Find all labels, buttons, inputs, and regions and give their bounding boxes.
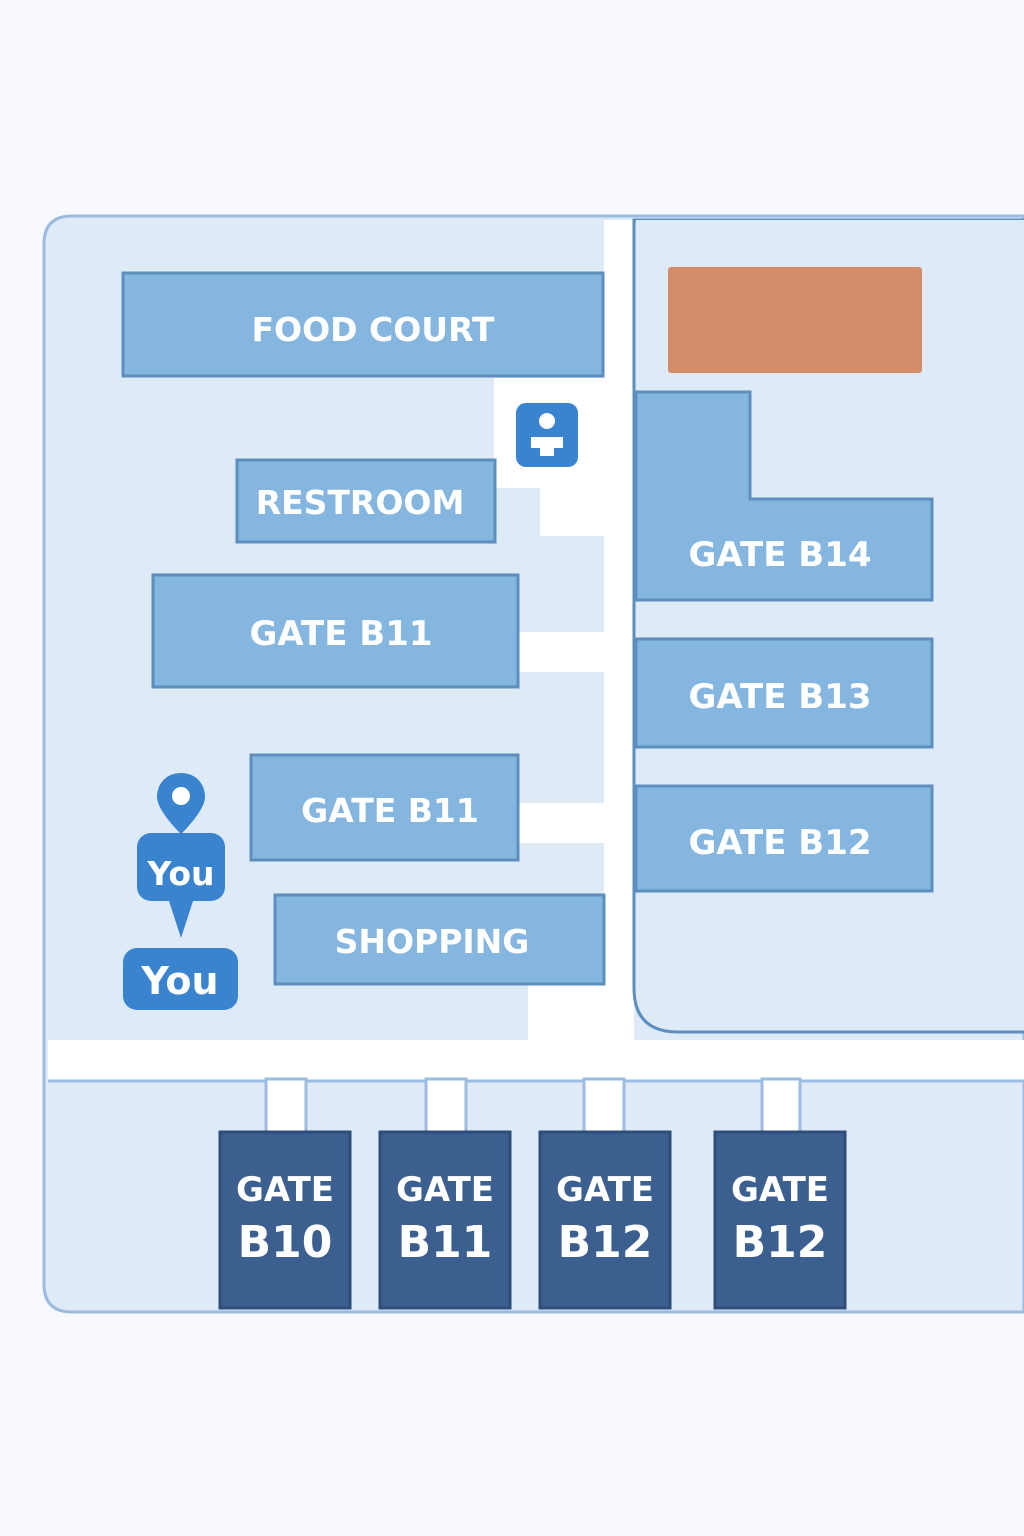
room-gate-b11-upper-label: GATE B11 [249, 614, 432, 654]
gate-b10-line1: GATE [236, 1170, 334, 1210]
room-gate-b11-lower[interactable]: GATE B11 [249, 753, 520, 862]
corridor-horizontal [48, 1040, 1024, 1082]
you-pin[interactable]: You [137, 833, 225, 938]
gate-b12[interactable]: GATE B12 [538, 1130, 672, 1310]
room-gate-b12-side[interactable]: GATE B12 [634, 784, 934, 893]
gate-b11-line1: GATE [396, 1170, 494, 1210]
gate-b12-line2: B12 [558, 1217, 653, 1268]
gate-b12-line1: GATE [556, 1170, 654, 1210]
gate-b10[interactable]: GATE B10 [218, 1130, 352, 1310]
corridor-lower-left [528, 985, 604, 1050]
gate-b12-second-line1: GATE [731, 1170, 829, 1210]
gate-b11-line2: B11 [398, 1217, 493, 1268]
you-badge-label: You [140, 959, 218, 1003]
corridor-restroom-link [540, 488, 604, 536]
corridor-b11-lower [518, 803, 604, 843]
right-zone-top-fill [636, 220, 1024, 224]
room-gate-b11-lower-label: GATE B11 [301, 791, 479, 830]
room-gate-b11-upper[interactable]: GATE B11 [151, 573, 520, 689]
room-restroom[interactable]: RESTROOM [235, 458, 497, 544]
room-food-court-label: FOOD COURT [251, 310, 495, 349]
room-gate-b14-label: GATE B14 [688, 535, 871, 575]
connector-b11 [424, 1077, 468, 1139]
location-pin-icon [157, 773, 205, 834]
gate-b12-second[interactable]: GATE B12 [713, 1130, 847, 1310]
room-food-court[interactable]: FOOD COURT [121, 271, 605, 378]
room-gate-b13[interactable]: GATE B13 [634, 637, 934, 749]
highlight-area [668, 267, 922, 373]
restroom-icon[interactable] [516, 403, 578, 467]
corridor-vertical [604, 220, 634, 1050]
connector-b12-2 [760, 1077, 802, 1139]
room-gate-b14[interactable]: GATE B14 [634, 390, 934, 602]
room-shopping[interactable]: SHOPPING [273, 893, 606, 986]
you-pin-label: You [146, 854, 214, 893]
room-gate-b13-label: GATE B13 [688, 677, 871, 717]
room-restroom-label: RESTROOM [256, 483, 465, 522]
gate-b12-second-line2: B12 [733, 1217, 828, 1268]
corridor-b11-upper [518, 632, 604, 672]
gate-b11[interactable]: GATE B11 [378, 1130, 512, 1310]
room-shopping-label: SHOPPING [335, 922, 530, 961]
connector-b12 [582, 1077, 626, 1139]
you-badge[interactable]: You [123, 948, 238, 1010]
room-gate-b12-side-label: GATE B12 [688, 823, 871, 863]
gate-b10-line2: B10 [238, 1217, 333, 1268]
connector-b10 [264, 1077, 308, 1139]
